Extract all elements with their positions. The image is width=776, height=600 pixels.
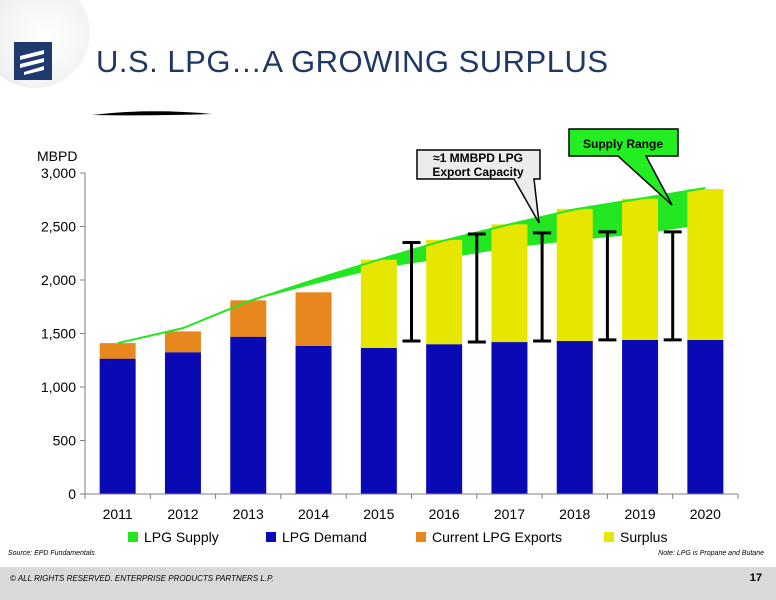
y-tick-label: 2,500	[41, 219, 76, 235]
y-tick-label: 500	[53, 433, 77, 449]
y-tick-label: 3,000	[41, 165, 76, 181]
bar-surplus-2018	[556, 208, 593, 341]
x-tick-label: 2019	[624, 506, 655, 522]
x-tick-label: 2015	[363, 506, 394, 522]
footer-bar	[0, 567, 776, 600]
bar-current-lpg-exports-2014	[295, 292, 332, 346]
export-capacity-line1: ≈1 MMBPD LPG	[433, 151, 523, 165]
bar-lpg-demand-2011	[99, 358, 136, 494]
bar-current-lpg-exports-2011	[99, 343, 136, 359]
bar-lpg-demand-2018	[556, 340, 593, 494]
bar-surplus-2019	[622, 198, 659, 340]
y-tick-label: 0	[68, 486, 76, 502]
x-tick-label: 2016	[429, 506, 460, 522]
legend-swatch	[266, 532, 276, 542]
x-tick-label: 2014	[298, 506, 329, 522]
note-text: Note: LPG is Propane and Butane	[658, 550, 764, 557]
bar-lpg-demand-2012	[164, 352, 201, 494]
enterprise-logo-icon	[14, 42, 52, 80]
supply-range-callout	[568, 128, 679, 206]
supply-range-label: Supply Range	[583, 137, 663, 151]
y-tick-label: 1,500	[41, 326, 76, 342]
bar-current-lpg-exports-2012	[164, 331, 201, 353]
y-tick-label: 1,000	[41, 379, 76, 395]
bar-lpg-demand-2014	[295, 345, 332, 494]
bar-lpg-demand-2015	[360, 347, 397, 494]
bar-lpg-demand-2013	[230, 336, 267, 494]
source-text: Source: EPD Fundamentals	[8, 550, 95, 557]
title-swoosh	[92, 111, 212, 116]
y-tick-label: 2,000	[41, 272, 76, 288]
copyright-text: © ALL RIGHTS RESERVED. ENTERPRISE PRODUC…	[10, 574, 274, 583]
lpg-chart: 0 500 1,000 1,500 2,000 2,500 3,000 2011 2012 201…	[37, 128, 739, 545]
legend-swatch	[128, 532, 138, 542]
x-tick-label: 2013	[233, 506, 264, 522]
legend-label: Surplus	[620, 529, 667, 545]
legend-swatch	[416, 532, 426, 542]
export-capacity-line2: Export Capacity	[432, 165, 524, 179]
legend-label: LPG Demand	[282, 529, 367, 545]
bar-lpg-demand-2016	[426, 344, 463, 494]
legend-swatch	[604, 532, 614, 542]
legend-label: LPG Supply	[144, 529, 219, 545]
bar-surplus-2020	[687, 189, 724, 340]
x-tick-label: 2020	[690, 506, 721, 522]
slide-title: U.S. LPG…A GROWING SURPLUS	[96, 44, 609, 79]
x-tick-label: 2012	[167, 506, 198, 522]
bar-lpg-demand-2017	[491, 342, 528, 494]
bar-surplus-2016	[426, 239, 463, 345]
x-tick-label: 2017	[494, 506, 525, 522]
legend-label: Current LPG Exports	[432, 529, 562, 545]
bar-lpg-demand-2020	[687, 339, 724, 494]
export-capacity-callout	[416, 149, 541, 224]
bar-surplus-2017	[491, 224, 528, 343]
page-number: 17	[749, 572, 762, 584]
bar-lpg-demand-2019	[622, 339, 659, 494]
x-tick-label: 2018	[559, 506, 590, 522]
x-tick-label: 2011	[103, 506, 133, 522]
y-axis-label: MBPD	[37, 148, 77, 164]
bar-surplus-2015	[360, 259, 397, 348]
